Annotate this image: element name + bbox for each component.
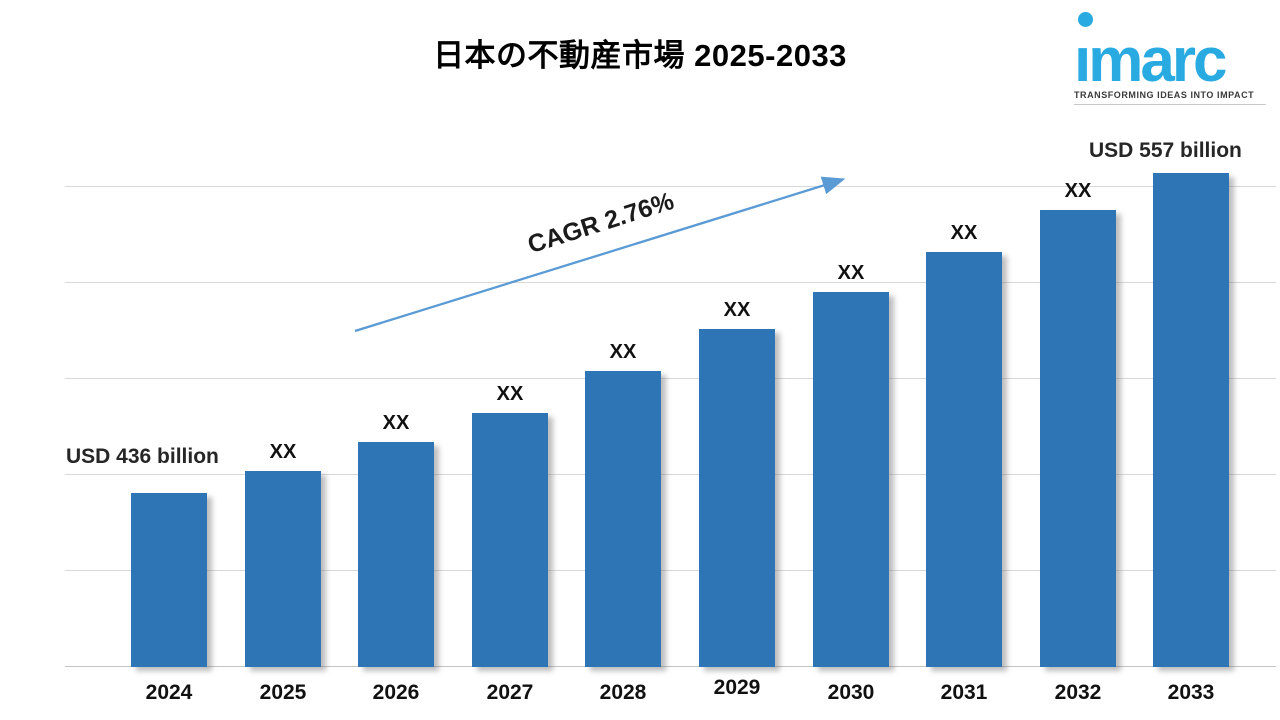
bar-label-2031: XX — [950, 222, 978, 244]
bar-2030 — [813, 292, 889, 667]
value-label-2033: USD 557 billion — [1089, 139, 1242, 162]
imarc-logo-dot-icon — [1078, 12, 1093, 27]
x-axis-label-2027: 2027 — [486, 681, 534, 704]
bar-2033 — [1153, 173, 1229, 667]
x-axis-label-2025: 2025 — [259, 681, 307, 704]
bar-label-2032: XX — [1064, 180, 1092, 202]
value-label-2024: USD 436 billion — [66, 445, 219, 468]
bar-2027 — [472, 413, 548, 667]
x-axis-label-2024: 2024 — [145, 681, 193, 704]
bar-label-2028: XX — [609, 341, 637, 363]
bar-label-2029: XX — [723, 299, 751, 321]
x-axis-label-2029: 2029 — [713, 676, 761, 699]
bar-label-2026: XX — [382, 412, 410, 434]
imarc-logo-tagline: TRANSFORMING IDEAS INTO IMPACT — [1074, 90, 1266, 105]
bar-2029 — [699, 329, 775, 667]
bar-2028 — [585, 371, 661, 667]
bar-label-2025: XX — [269, 441, 297, 463]
imarc-logo-wordmark: ımarc — [1074, 10, 1266, 92]
x-axis-label-2032: 2032 — [1054, 681, 1102, 704]
imarc-logo-text: ımarc — [1074, 26, 1227, 95]
bar-2032 — [1040, 210, 1116, 667]
bar-2026 — [358, 442, 434, 667]
x-axis-label-2033: 2033 — [1167, 681, 1215, 704]
x-axis-label-2026: 2026 — [372, 681, 420, 704]
bar-2025 — [245, 471, 321, 667]
x-axis-line — [65, 666, 1276, 667]
bar-2024 — [131, 493, 207, 667]
chart-title: 日本の不動産市場 2025-2033 — [433, 38, 847, 73]
bar-2031 — [926, 252, 1002, 667]
x-axis-label-2030: 2030 — [827, 681, 875, 704]
x-axis-label-2028: 2028 — [599, 681, 647, 704]
bar-label-2030: XX — [837, 262, 865, 284]
imarc-logo: ımarc TRANSFORMING IDEAS INTO IMPACT — [1074, 10, 1266, 105]
bar-label-2027: XX — [496, 383, 524, 405]
gridline — [65, 474, 1276, 475]
plot-area: 2024 XX 2025 XX 2026 XX 2027 XX 2028 XX 2029 XX 2030… — [65, 150, 1276, 704]
gridline — [65, 378, 1276, 379]
x-axis-label-2031: 2031 — [940, 681, 988, 704]
gridline — [65, 570, 1276, 571]
